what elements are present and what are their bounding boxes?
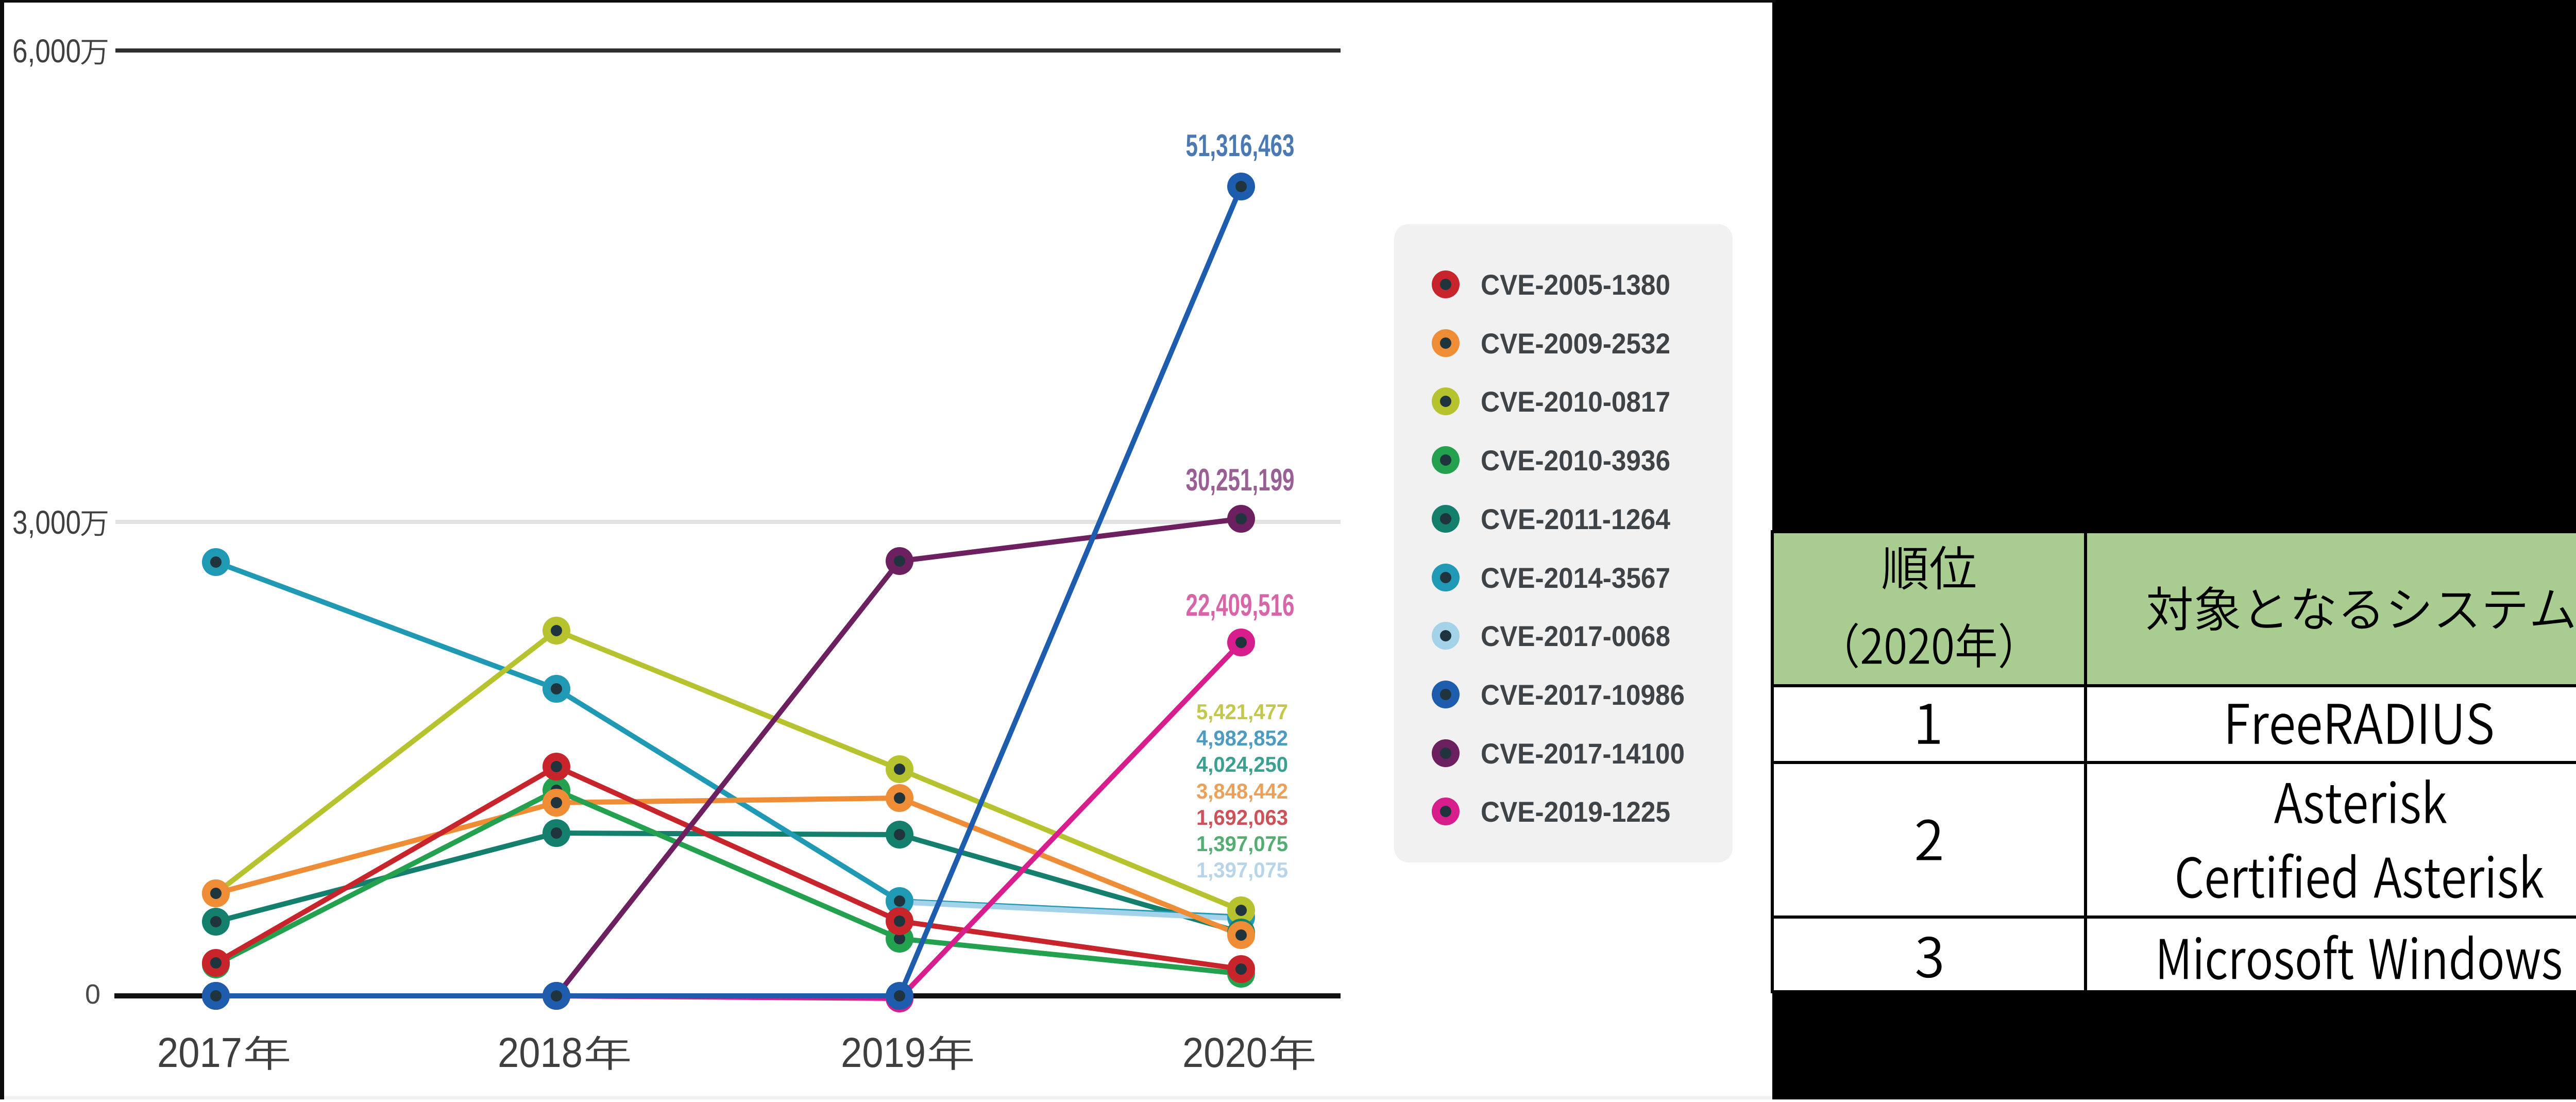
- svg-text:CVE-2017-0068: CVE-2017-0068: [1481, 620, 1670, 652]
- svg-text:22,409,516: 22,409,516: [1186, 588, 1295, 622]
- svg-text:51,316,463: 51,316,463: [1186, 128, 1295, 163]
- svg-text:1,397,075: 1,397,075: [1196, 858, 1288, 882]
- svg-text:CVE-2005-1380: CVE-2005-1380: [1481, 268, 1670, 301]
- svg-text:30,251,199: 30,251,199: [1186, 463, 1295, 497]
- svg-text:CVE-2011-1264: CVE-2011-1264: [1481, 503, 1670, 535]
- svg-text:0: 0: [85, 979, 100, 1010]
- svg-text:5,421,477: 5,421,477: [1196, 700, 1288, 724]
- svg-text:4,024,250: 4,024,250: [1196, 752, 1288, 776]
- svg-text:2018: 2018: [498, 1029, 583, 1076]
- svg-text:CVE-2017-14100: CVE-2017-14100: [1481, 737, 1685, 770]
- svg-text:2017: 2017: [157, 1029, 242, 1076]
- svg-text:CVE-2010-3936: CVE-2010-3936: [1481, 444, 1670, 477]
- svg-text:CVE-2014-3567: CVE-2014-3567: [1481, 562, 1670, 594]
- svg-text:3,000: 3,000: [12, 504, 81, 541]
- svg-text:2020: 2020: [1182, 1029, 1267, 1076]
- svg-text:6,000: 6,000: [12, 32, 81, 70]
- svg-text:3,848,442: 3,848,442: [1196, 779, 1288, 803]
- svg-text:1,397,075: 1,397,075: [1196, 832, 1288, 856]
- svg-text:CVE-2019-1225: CVE-2019-1225: [1481, 795, 1670, 828]
- svg-text:CVE-2017-10986: CVE-2017-10986: [1481, 679, 1685, 711]
- svg-text:CVE-2010-0817: CVE-2010-0817: [1481, 385, 1670, 418]
- svg-text:CVE-2009-2532: CVE-2009-2532: [1481, 327, 1670, 360]
- svg-text:1,692,063: 1,692,063: [1196, 805, 1288, 829]
- svg-text:2019: 2019: [841, 1029, 926, 1076]
- svg-text:4,982,852: 4,982,852: [1196, 726, 1288, 750]
